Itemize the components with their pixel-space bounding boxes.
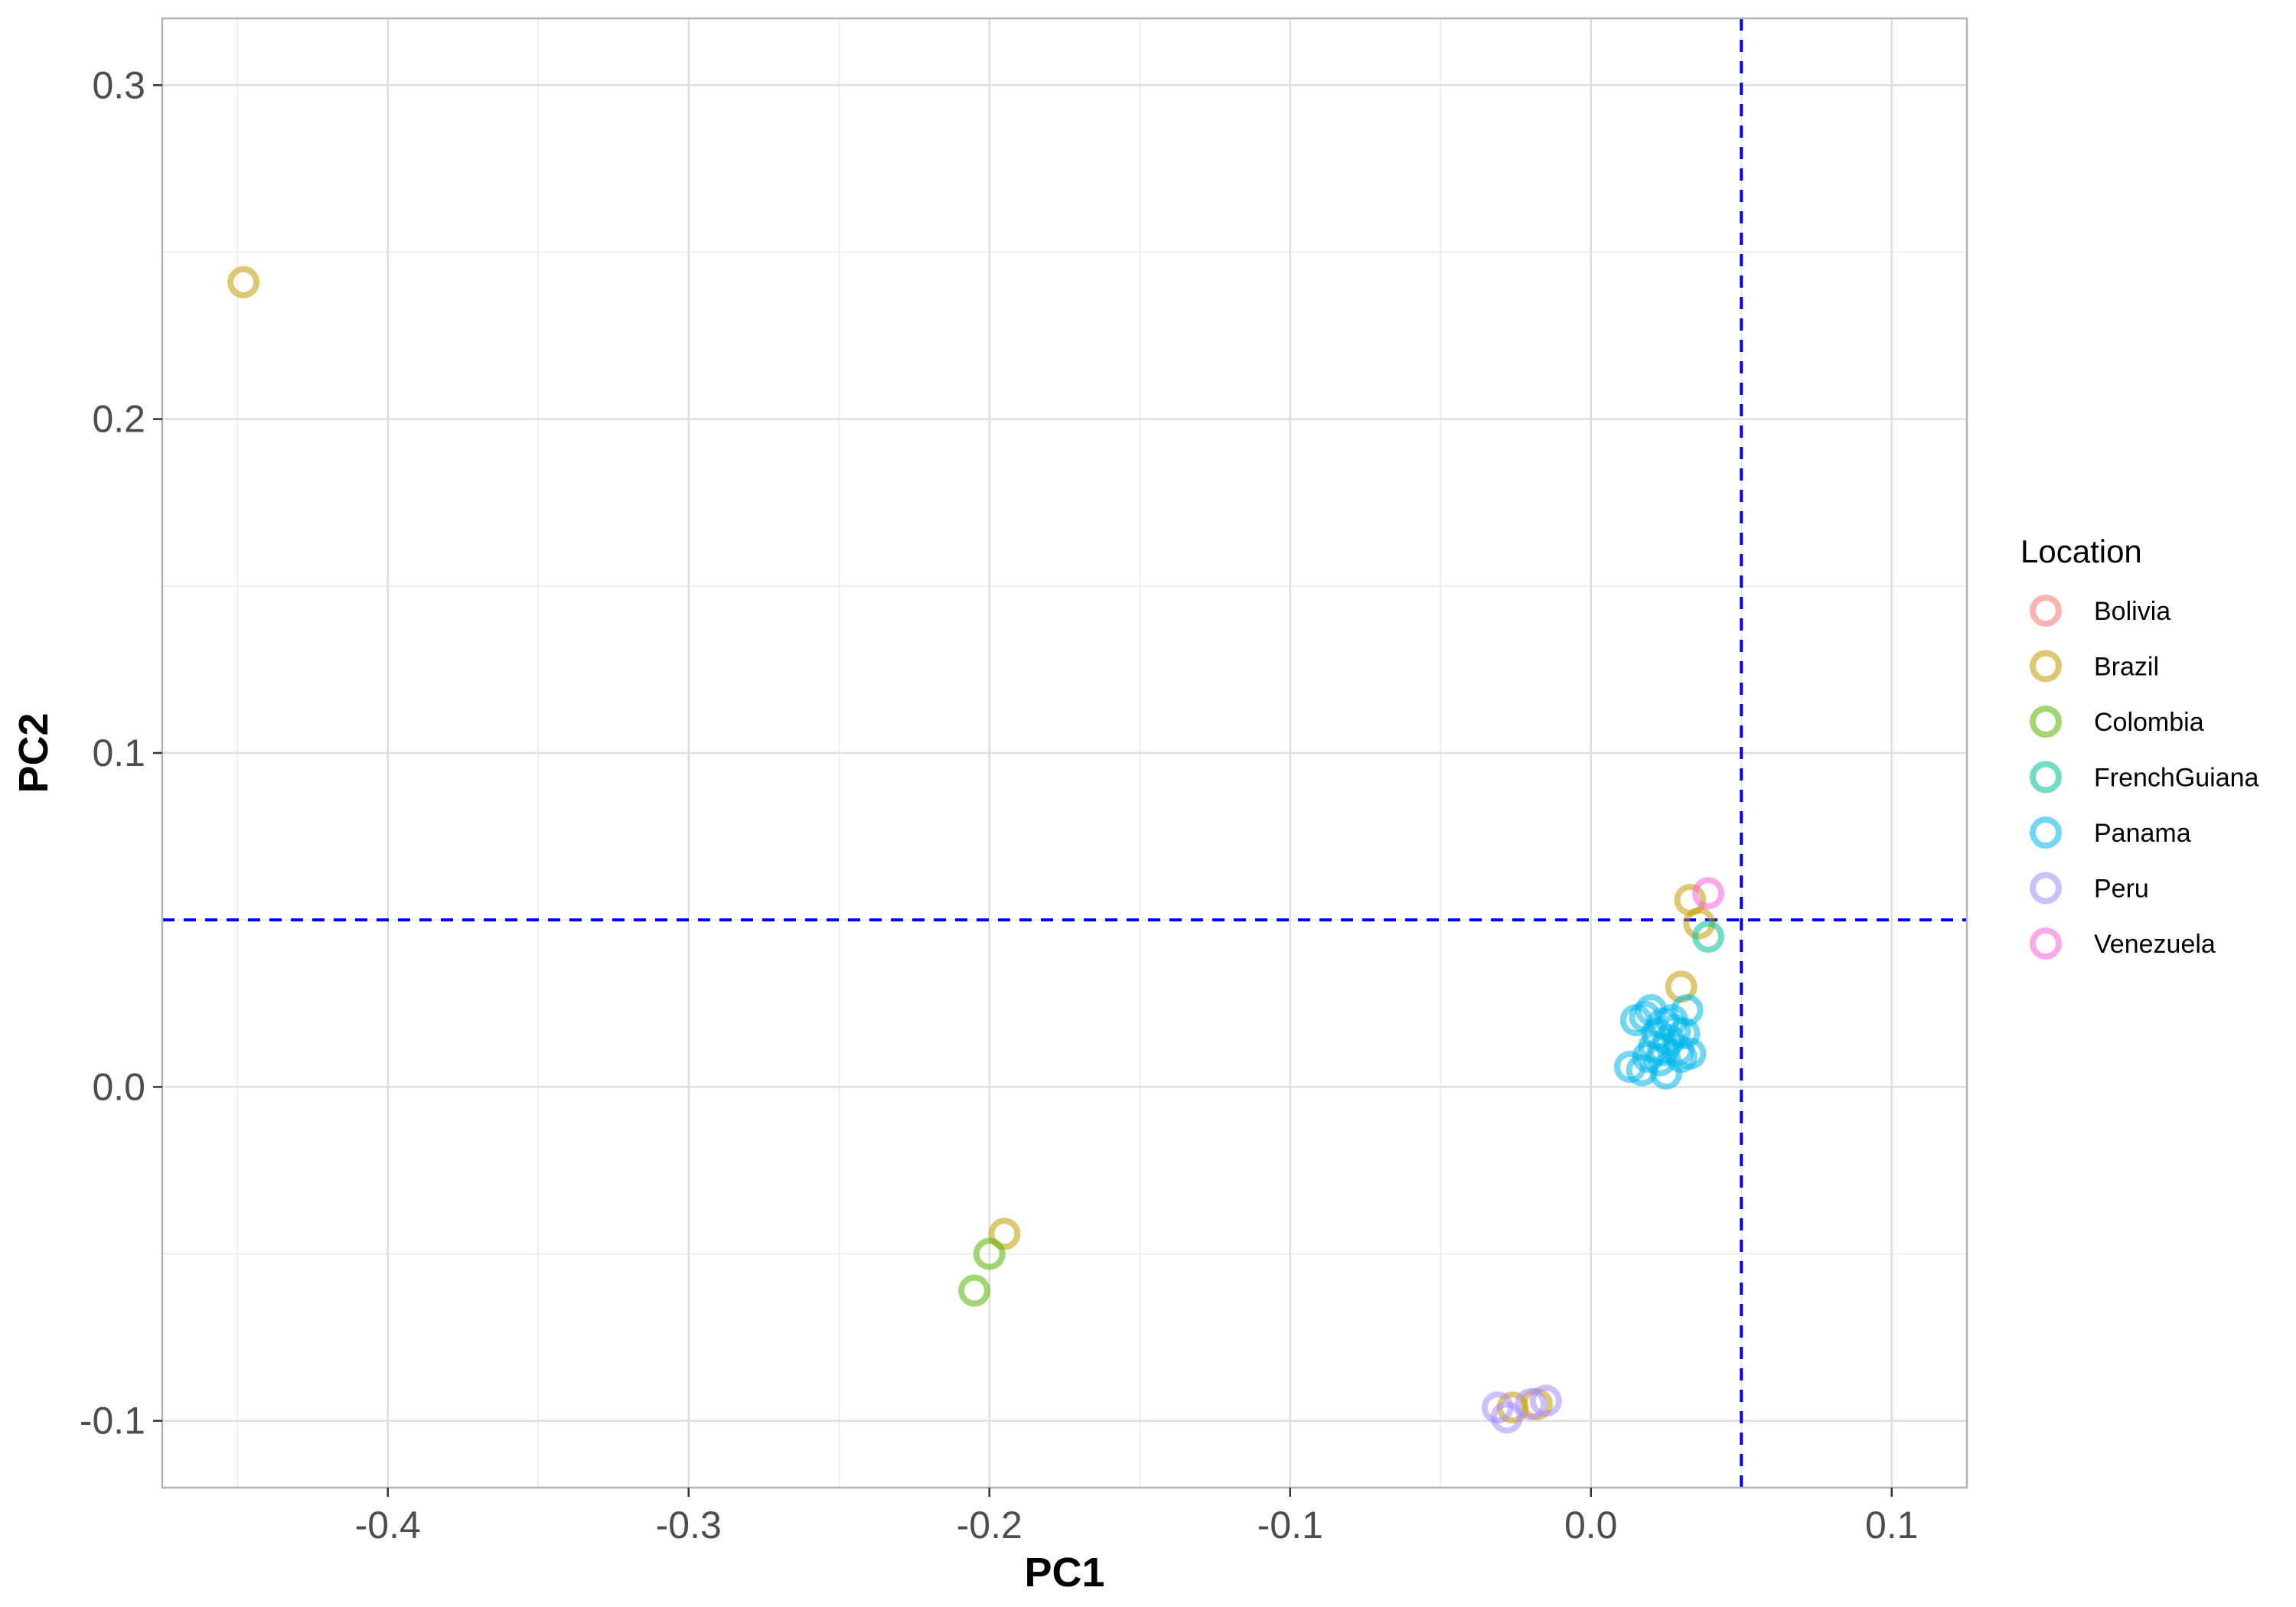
- legend-label: Colombia: [2094, 708, 2204, 737]
- legend: Location Bolivia Brazil Colombia FrenchGuia…: [2020, 533, 2259, 960]
- legend-key-frenchguiana: [2030, 761, 2062, 794]
- data-point-brazil: [988, 1217, 1021, 1250]
- data-point-colombia: [973, 1237, 1006, 1270]
- legend-label: Bolivia: [2094, 597, 2170, 626]
- x-tick-label: -0.3: [656, 1504, 722, 1547]
- data-point-brazil: [227, 266, 260, 298]
- data-points: [227, 266, 1725, 1434]
- legend-key-bolivia: [2030, 595, 2062, 627]
- legend-label: Peru: [2094, 875, 2149, 904]
- legend-title: Location: [2020, 533, 2142, 569]
- data-point-panama: [1632, 1041, 1665, 1074]
- tick-labels: -0.4 -0.3 -0.2 -0.1 0.0 0.1 -0.1 0.0 0.1 0.2 0.3: [80, 64, 1919, 1547]
- x-tick-label: -0.2: [957, 1504, 1022, 1547]
- reference-lines: [162, 18, 1967, 1488]
- legend-key-colombia: [2030, 706, 2062, 738]
- legend-label: Venezuela: [2094, 930, 2216, 959]
- x-tick-label: 0.0: [1564, 1504, 1618, 1547]
- y-tick-label: 0.2: [92, 398, 145, 441]
- data-point-peru: [1529, 1384, 1562, 1417]
- legend-label: Brazil: [2094, 653, 2159, 682]
- legend-label: FrenchGuiana: [2094, 764, 2259, 793]
- data-point-panama: [1671, 994, 1704, 1026]
- x-axis-title: PC1: [1024, 1550, 1104, 1596]
- legend-key-venezuela: [2030, 927, 2062, 960]
- data-point-peru: [1515, 1387, 1548, 1420]
- legend-key-peru: [2030, 872, 2062, 905]
- data-point-peru: [1490, 1401, 1523, 1434]
- y-tick-label: -0.1: [80, 1400, 145, 1442]
- data-point-frenchguiana: [1692, 921, 1725, 953]
- y-tick-label: 0.3: [92, 64, 145, 106]
- y-tick-label: 0.1: [92, 732, 145, 774]
- grid-layer: [162, 18, 1967, 1488]
- legend-key-brazil: [2030, 650, 2062, 683]
- data-point-colombia: [958, 1274, 991, 1307]
- x-tick-label: -0.4: [355, 1504, 421, 1547]
- legend-label: Panama: [2094, 819, 2191, 848]
- legend-key-panama: [2030, 817, 2062, 849]
- y-tick-label: 0.0: [92, 1065, 145, 1108]
- data-point-panama: [1647, 1034, 1680, 1067]
- y-axis-title: PC2: [11, 712, 57, 793]
- x-tick-label: 0.1: [1865, 1504, 1919, 1547]
- x-tick-label: -0.1: [1257, 1504, 1323, 1547]
- data-point-venezuela: [1692, 877, 1725, 910]
